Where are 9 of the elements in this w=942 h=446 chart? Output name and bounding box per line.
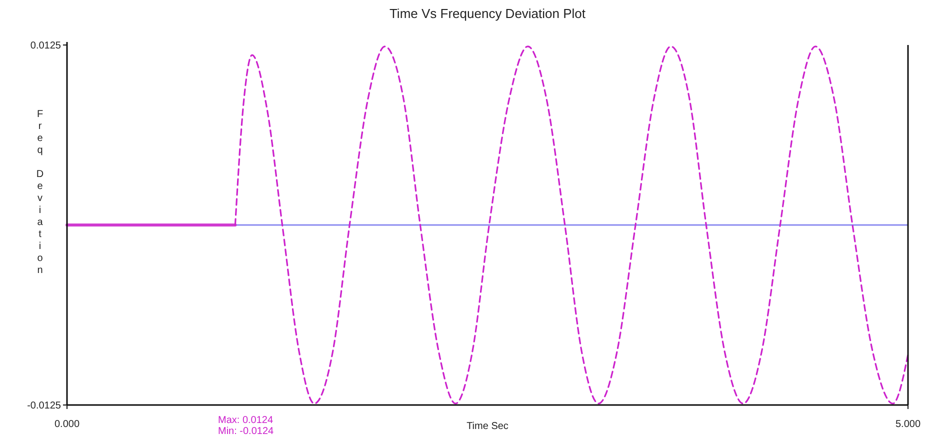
text: Freq Deviation xyxy=(36,109,44,276)
x-tick-label: 0.000 xyxy=(54,419,80,430)
x-axis-title: Time Sec xyxy=(466,421,508,432)
chart-title: Time Vs Frequency Deviation Plot xyxy=(389,6,586,21)
x-tick-label: 5.000 xyxy=(895,419,921,430)
y-tick-label: -0.0125 xyxy=(27,400,62,412)
text: Min: -0.0124 xyxy=(218,426,274,437)
y-tick-label: 0.0125 xyxy=(30,40,62,52)
text: Max: 0.0124 xyxy=(218,415,274,426)
